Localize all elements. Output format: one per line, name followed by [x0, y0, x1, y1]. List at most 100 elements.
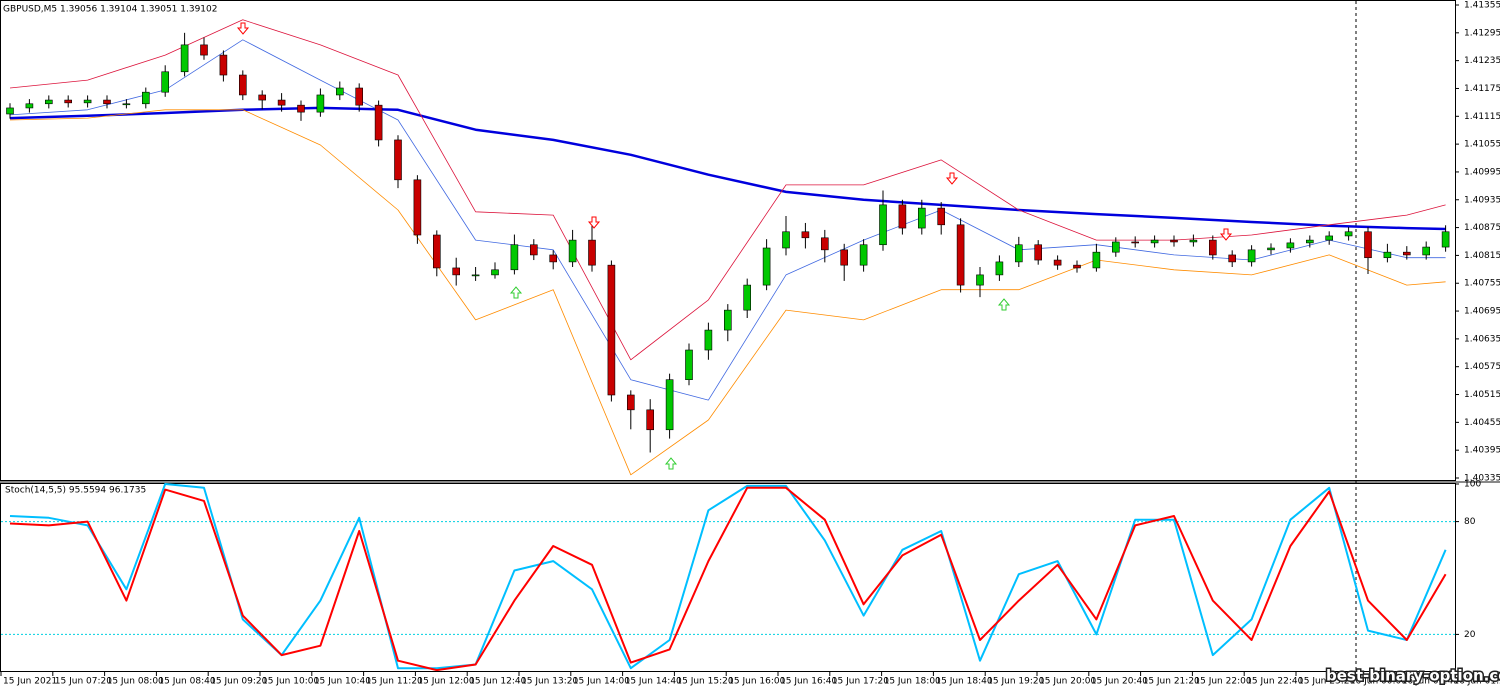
stoch-panel-frame [0, 483, 1456, 672]
overlay-line [9, 39, 1446, 401]
y-tick-label: 20 [1464, 630, 1476, 640]
sell-arrow [587, 216, 601, 229]
y-tick-label: 1.40635 [1464, 334, 1500, 344]
price-chart [6, 19, 1450, 476]
candle-body [1267, 247, 1275, 251]
candle-body [685, 349, 693, 380]
x-tick-label: 15 Jun 17:20 [832, 677, 889, 687]
x-tick-label: 15 Jun 12:00 [417, 677, 474, 687]
x-tick-label: 15 Jun 07:20 [55, 677, 112, 687]
stoch-line [9, 486, 1447, 672]
candle-body [277, 99, 286, 106]
x-tick-label: 15 Jun 09:20 [210, 677, 267, 687]
x-tick-label: 15 Jun 22:40 [1246, 677, 1303, 687]
y-tick-label: 1.40515 [1464, 390, 1500, 400]
candle-body [1344, 231, 1353, 237]
x-tick-label: 16 Jun 00:00 [1350, 677, 1407, 687]
x-tick-label: 15 Jun 11:20 [366, 677, 423, 687]
candle-body [1014, 244, 1023, 263]
candle-body [529, 244, 538, 256]
candle-body [316, 94, 325, 113]
stochastic-chart [1, 483, 1455, 672]
sell-arrow [945, 172, 959, 185]
x-tick-label: 15 Jun 16:40 [780, 677, 837, 687]
candle-body [1422, 246, 1430, 256]
candle-body [64, 99, 72, 104]
main-panel-frame [0, 0, 1456, 481]
sell-arrow [1219, 228, 1233, 241]
y-tick-label: 1.41115 [1464, 112, 1500, 122]
candle-body [103, 99, 111, 105]
candle-body [1073, 264, 1081, 269]
y-tick-label: 1.40875 [1464, 223, 1500, 233]
y-tick-label: 1.40695 [1464, 307, 1500, 317]
candle-body [471, 274, 480, 277]
candle-body [394, 139, 402, 181]
candle-body [219, 54, 228, 76]
candle-body [374, 104, 383, 141]
candle-body [1150, 239, 1159, 244]
candle-body [626, 394, 635, 411]
candle-body [432, 234, 441, 269]
x-tick-label: 15 Jun 21:20 [1143, 677, 1200, 687]
y-tick-label: 1.41295 [1464, 28, 1500, 38]
x-tick-label: 15 Jun 20:00 [1039, 677, 1096, 687]
x-tick-label: 15 Jun 23:20 [1298, 677, 1355, 687]
y-tick-label: 1.40755 [1464, 279, 1500, 289]
indicator-title: Stoch(14,5,5) 95.5594 96.1735 [5, 486, 146, 496]
x-tick-label: 15 Jun 15:20 [676, 677, 733, 687]
candle-body [859, 244, 868, 266]
x-tick-label: 15 Jun 10:40 [314, 677, 371, 687]
buy-arrow [509, 286, 523, 299]
chart-title: GBPUSD,M5 1.39056 1.39104 1.39051 1.3910… [3, 5, 217, 15]
candle-body [549, 254, 558, 263]
candle-body [1441, 231, 1450, 248]
watermark: best-binary-option.com [1326, 667, 1500, 685]
candle-body [1131, 241, 1139, 244]
overlay-line [9, 109, 1446, 476]
y-tick-label: 1.41055 [1464, 140, 1500, 150]
candle-body [25, 103, 34, 109]
candle-body [83, 99, 92, 104]
y-tick-label: 100 [1464, 480, 1481, 490]
candle-body [142, 91, 150, 105]
candle-body [801, 231, 810, 239]
candle-body [782, 231, 790, 249]
candle-body [1228, 254, 1236, 263]
candle-body [1053, 259, 1062, 266]
overlay-line [9, 19, 1446, 361]
x-tick-label: 15 Jun 18:40 [935, 677, 992, 687]
candle-body [840, 249, 849, 266]
y-tick-label: 1.40455 [1464, 418, 1500, 428]
candle-body [898, 204, 907, 229]
x-tick-label: 15 Jun 16:00 [728, 677, 785, 687]
x-tick-label: 15 Jun 18:00 [884, 677, 941, 687]
candle-body [1364, 231, 1372, 259]
y-tick-label: 1.40575 [1464, 362, 1500, 372]
x-tick-label: 15 Jun 10:00 [262, 677, 319, 687]
candle-body [161, 71, 169, 93]
x-tick-label: 15 Jun 22:00 [1194, 677, 1251, 687]
x-tick-label: 15 Jun 14:40 [625, 677, 682, 687]
candle-body [976, 274, 984, 286]
x-tick-label: 15 Jun 14:00 [573, 677, 630, 687]
y-tick-label: 1.41355 [1464, 1, 1500, 11]
candle-body [200, 44, 208, 56]
candle-body [820, 237, 829, 251]
candle-body [568, 239, 577, 263]
candle-body [956, 224, 965, 286]
candle-body [355, 87, 364, 106]
y-tick-label: 1.40995 [1464, 167, 1500, 177]
candle-body [180, 44, 189, 73]
candle-body [6, 107, 14, 115]
x-tick-label: 16 Jun 00:40 [1402, 677, 1459, 687]
x-tick-label: 15 Jun 12:40 [469, 677, 526, 687]
candle-body [239, 74, 247, 96]
candle-body [1112, 241, 1120, 253]
x-tick-label: 16 Jun 01:2 [1453, 677, 1500, 687]
candle-body [1092, 251, 1101, 269]
buy-arrow [997, 298, 1011, 311]
candle-body [762, 247, 771, 286]
buy-arrow [664, 457, 678, 470]
